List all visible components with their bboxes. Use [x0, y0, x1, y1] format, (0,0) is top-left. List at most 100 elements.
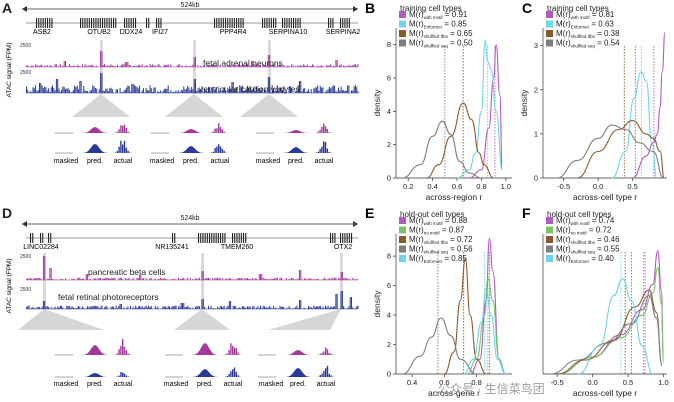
- y-tick-label: 1: [534, 129, 538, 138]
- signal-bar: [149, 85, 151, 93]
- signal-bar: [275, 307, 277, 309]
- signal-bar: [143, 308, 144, 309]
- actual-peak-bar: [123, 140, 126, 153]
- zoom-fan-d2: [174, 309, 230, 330]
- signal-bar: [54, 306, 56, 309]
- actual-peak-bar: [125, 127, 127, 133]
- actual-peak-bar: [330, 375, 332, 377]
- gene-label-ifi27: IFI27: [152, 29, 168, 36]
- signal-bar: [152, 64, 154, 67]
- legend-swatch: [399, 39, 406, 47]
- exon-mark: [290, 18, 292, 28]
- signal-bar: [240, 86, 242, 93]
- actual-peak-bar: [218, 123, 220, 133]
- signal-bar: [326, 90, 328, 93]
- signal-bar: [76, 64, 78, 67]
- signal-bar: [140, 275, 142, 280]
- signal-bar: [27, 278, 29, 280]
- signal-bar: [263, 65, 265, 67]
- signal-bar: [301, 91, 303, 93]
- signal-bar: [261, 308, 263, 309]
- signal-bar: [349, 297, 351, 309]
- signal-bar: [234, 89, 235, 93]
- x-tick-label: 0.0: [593, 182, 603, 191]
- signal-bar: [144, 65, 146, 67]
- exon-mark: [229, 18, 231, 28]
- signal-bar: [345, 90, 347, 93]
- signal-bar: [79, 81, 81, 93]
- exon-mark: [220, 18, 222, 28]
- signal-bar: [78, 65, 79, 67]
- exon-mark: [297, 18, 299, 28]
- signal-bar: [197, 88, 199, 93]
- signal-bar: [124, 278, 126, 280]
- zoom-label-pred-a1: pred.: [87, 158, 103, 165]
- exon-mark: [220, 233, 222, 243]
- signal-bar: [352, 307, 354, 309]
- signal-bar: [140, 307, 142, 309]
- signal-bar: [195, 57, 196, 67]
- signal-bar: [219, 306, 221, 309]
- signal-bar: [266, 307, 268, 309]
- signal-bar: [245, 308, 247, 309]
- signal-bar: [286, 278, 287, 280]
- signal-bar: [192, 278, 194, 280]
- density-curve: [577, 120, 665, 179]
- signal-bar: [230, 301, 232, 309]
- exon-mark: [330, 233, 332, 243]
- signal-bar: [258, 64, 260, 67]
- signal-bar: [306, 279, 308, 280]
- signal-bar: [276, 65, 278, 67]
- signal-bar: [119, 66, 121, 67]
- signal-bar: [63, 61, 65, 67]
- signal-bar: [284, 92, 286, 93]
- signal-bar: [179, 279, 181, 280]
- signal-bar: [66, 66, 68, 67]
- signal-bar: [36, 65, 38, 67]
- signal-bar: [321, 279, 323, 280]
- signal-bar: [184, 307, 186, 309]
- signal-bar: [317, 85, 319, 93]
- signal-bar: [314, 87, 316, 93]
- zoom-label-pred-a3: pred.: [288, 158, 304, 165]
- signal-bar: [244, 306, 246, 309]
- signal-bar: [208, 278, 209, 280]
- signal-bar: [258, 274, 260, 280]
- signal-bar: [127, 306, 129, 309]
- signal-bar: [74, 85, 76, 93]
- signal-bar: [157, 91, 159, 93]
- signal-bar: [334, 306, 336, 309]
- signal-bar: [336, 91, 338, 93]
- signal-bar: [261, 274, 263, 280]
- signal-bar: [75, 86, 77, 93]
- signal-bar: [153, 65, 155, 67]
- signal-bar: [140, 66, 142, 67]
- exon-mark: [342, 18, 344, 28]
- signal-bar: [280, 65, 282, 67]
- signal-bar: [222, 278, 224, 280]
- signal-bar: [45, 306, 47, 309]
- density-curve: [557, 250, 665, 375]
- exon-mark: [80, 18, 82, 28]
- exon-mark: [172, 233, 174, 243]
- signal-bar: [117, 64, 118, 67]
- exon-mark: [40, 233, 42, 243]
- signal-bar: [84, 64, 86, 67]
- legend-entry: M(r)shuffled seq = 0.55: [556, 245, 620, 255]
- density-curve: [557, 267, 665, 375]
- signal-bar: [115, 89, 117, 93]
- signal-bar: [279, 87, 281, 93]
- signal-bar: [209, 64, 211, 67]
- signal-bar: [270, 65, 272, 67]
- signal-bar: [279, 277, 281, 280]
- signal-bar: [36, 307, 38, 309]
- actual-peak-bar: [120, 372, 122, 377]
- signal-bar: [165, 279, 167, 280]
- signal-bar: [170, 64, 172, 67]
- exon-mark: [49, 18, 51, 28]
- signal-bar: [184, 89, 186, 93]
- signal-bar: [191, 66, 193, 67]
- signal-bar: [175, 305, 177, 309]
- signal-bar: [166, 65, 168, 67]
- exon-mark: [273, 18, 275, 28]
